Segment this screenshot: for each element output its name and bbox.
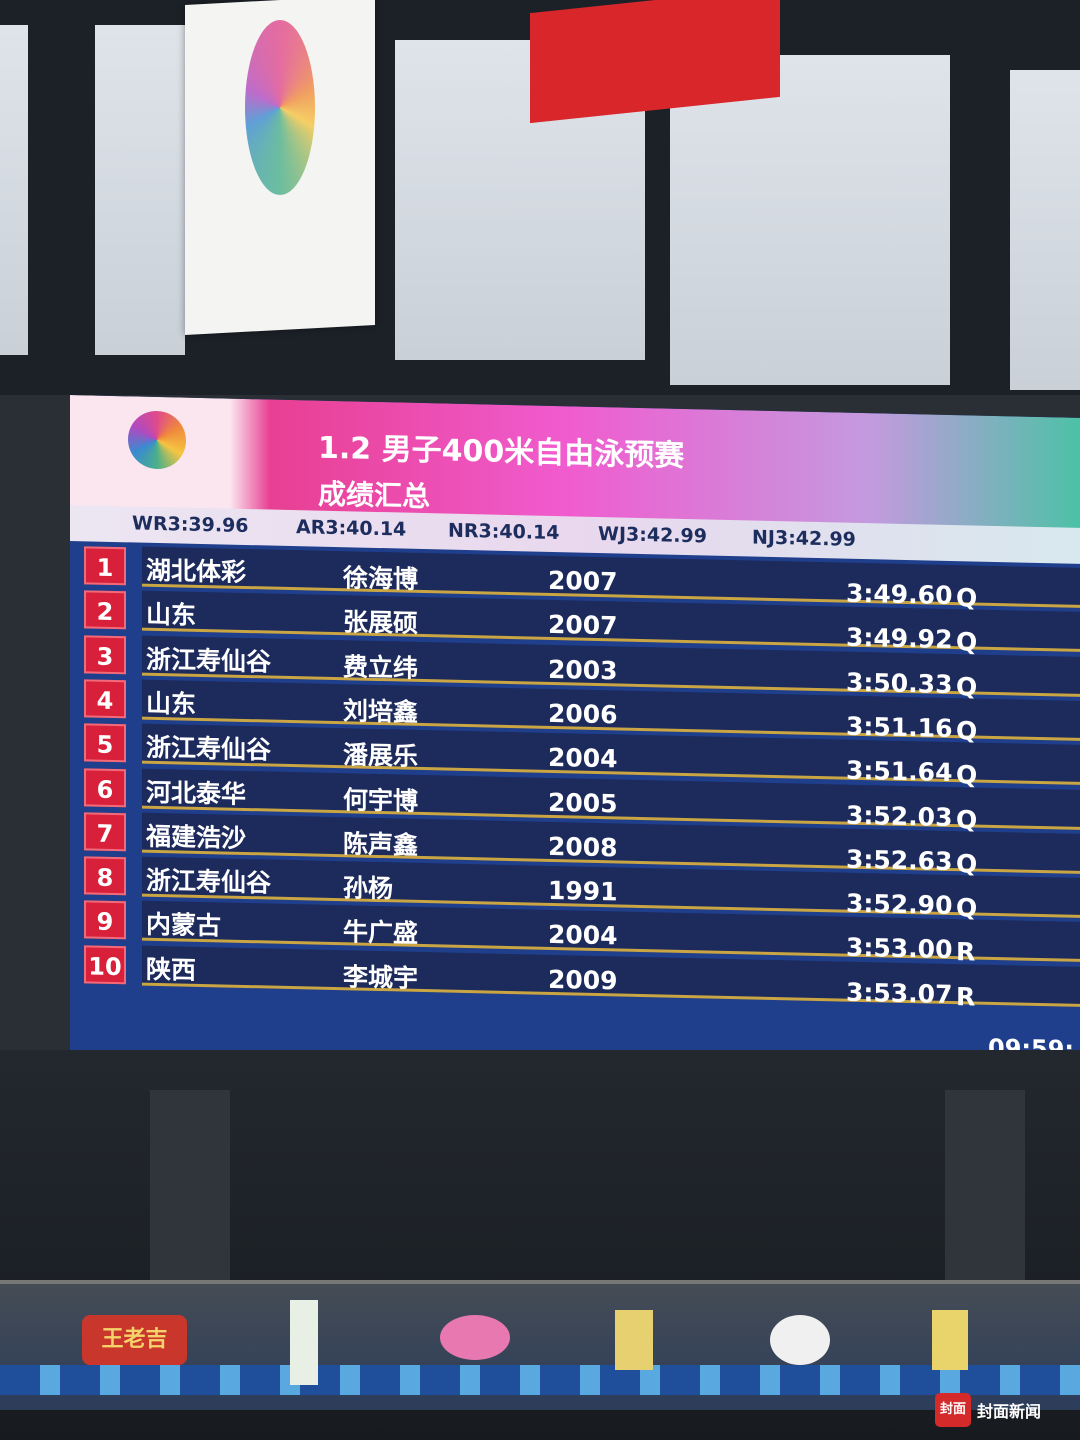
rank-badge: 3	[84, 634, 126, 674]
swimmer-name: 陈声鑫	[343, 828, 419, 860]
team: 内蒙古	[146, 910, 222, 941]
swimmer-name: 牛广盛	[343, 917, 419, 949]
team: 浙江寿仙谷	[146, 644, 272, 677]
ad-bottle	[290, 1300, 318, 1385]
watermark-name: 封面新闻	[977, 1402, 1042, 1421]
window	[1010, 70, 1080, 390]
swimmer-name: 费立纬	[343, 651, 419, 683]
window	[670, 55, 950, 385]
games-logo	[128, 410, 186, 470]
team: 湖北体彩	[146, 555, 247, 587]
birth-year: 1991	[548, 875, 618, 907]
swimmer-name: 李城宇	[343, 961, 419, 993]
record-nj: NJ3:42.99	[752, 526, 856, 551]
mascot	[440, 1315, 510, 1360]
rank-badge: 5	[84, 723, 126, 763]
qualification-status: R	[956, 981, 976, 1012]
swimmer-name: 刘培鑫	[343, 696, 419, 727]
result-time: 3:53.07	[846, 977, 953, 1009]
rank-badge: 10	[84, 945, 126, 984]
birth-year: 2006	[548, 698, 618, 730]
event-subtitle: 成绩汇总	[318, 477, 431, 514]
rank-badge: 2	[84, 590, 126, 630]
ad-wanglaoji: 王老吉	[82, 1315, 187, 1365]
team: 浙江寿仙谷	[146, 865, 272, 898]
watermark-badge: 封面	[935, 1393, 971, 1427]
team: 山东	[146, 600, 197, 631]
team: 福建浩沙	[146, 821, 247, 853]
mascot	[770, 1315, 830, 1365]
rank-badge: 1	[84, 546, 126, 586]
rank-badge: 8	[84, 856, 126, 896]
games-logo-flower	[245, 20, 315, 195]
rank-badge: 7	[84, 812, 126, 852]
swimmer-name: 孙杨	[343, 873, 394, 904]
rank-badge: 9	[84, 900, 126, 940]
team: 陕西	[146, 954, 197, 985]
scoreboard: 1.2 男子400米自由泳预赛 成绩汇总 WR3:39.96 AR3:40.14…	[70, 395, 1080, 1073]
pillar	[150, 1090, 230, 1290]
record-nr: NR3:40.14	[448, 519, 560, 545]
team: 河北泰华	[146, 777, 247, 809]
birth-year: 2003	[548, 654, 618, 686]
ad-box	[615, 1310, 653, 1370]
birth-year: 2007	[548, 610, 618, 641]
birth-year: 2009	[548, 964, 618, 996]
ad-box	[932, 1310, 968, 1370]
record-wj: WJ3:42.99	[598, 522, 707, 548]
swimmer-name: 潘展乐	[343, 740, 419, 772]
record-wr: WR3:39.96	[132, 512, 249, 538]
wave-decoration	[0, 1365, 1080, 1395]
event-title: 1.2 男子400米自由泳预赛	[318, 430, 685, 474]
swimmer-name: 张展硕	[343, 607, 419, 639]
rank-badge: 4	[84, 679, 126, 719]
birth-year: 2008	[548, 831, 618, 863]
watermark: 封面 封面新闻	[935, 1393, 1041, 1427]
window	[0, 25, 28, 355]
record-ar: AR3:40.14	[296, 516, 407, 541]
birth-year: 2005	[548, 787, 618, 818]
birth-year: 2007	[548, 565, 618, 597]
rank-badge: 6	[84, 767, 126, 807]
window	[95, 25, 185, 355]
swimmer-name: 徐海博	[343, 563, 419, 594]
team: 山东	[146, 688, 197, 719]
birth-year: 2004	[548, 920, 618, 951]
team: 浙江寿仙谷	[146, 732, 272, 765]
birth-year: 2004	[548, 743, 618, 774]
pillar	[945, 1090, 1025, 1290]
swimmer-name: 何宇博	[343, 784, 419, 816]
